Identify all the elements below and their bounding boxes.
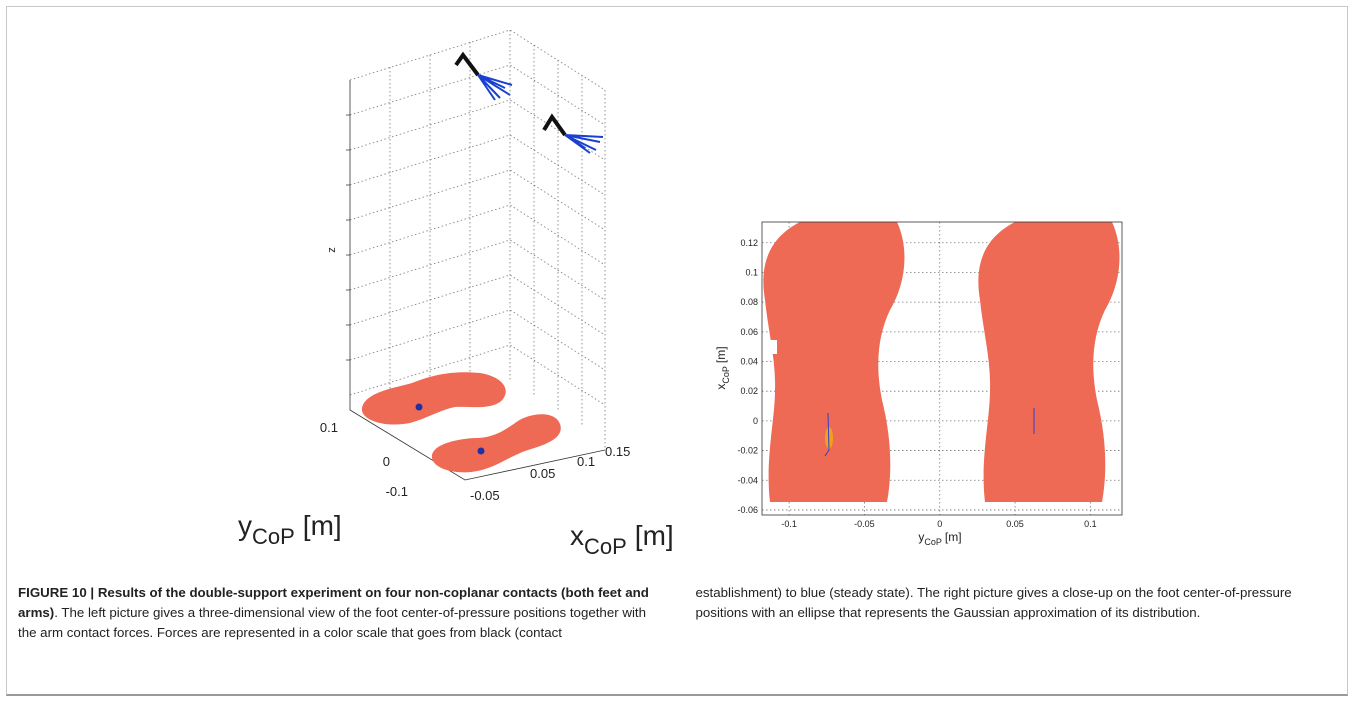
label-sub: CoP [252,524,295,549]
x-tick-label: 0.15 [605,444,630,459]
left-3d-grid [346,29,606,481]
left-feet [361,372,561,473]
sole-notch [769,340,777,354]
label-unit: [m] [303,510,342,541]
y-tick-label: 0.12 [740,238,758,248]
label-main: y [918,530,924,544]
right-plot: 0.12 0.1 0.08 0.06 0.04 0.02 0 -0.02 -0.04 -0.06 -… [737,221,1123,529]
caption-text: . The left picture gives a three-dimensi… [18,585,1292,640]
x-tick-label: 0 [937,519,942,529]
x-tick-label: 0.1 [1084,519,1097,529]
x-tick-label: 0.05 [530,466,555,481]
sole-notch [1104,340,1112,354]
z-axis-label: z [326,247,338,253]
y-tick-label: -0.06 [737,505,758,515]
label-main: y [238,510,252,541]
label-sub: CoP [924,537,942,547]
label-main: x [714,384,728,390]
label-unit: [m] [635,520,674,551]
left-y-label: yCoP [m] [238,510,342,549]
x-tick-label: -0.05 [470,488,500,503]
label-unit: [m] [945,530,962,544]
x-tick-label: 0.05 [1006,519,1024,529]
figure-frame [6,6,1348,696]
left-arm-forces [454,51,604,154]
y-tick-label: 0.08 [740,297,758,307]
cop-trace [824,408,1035,457]
y-tick-label: -0.1 [386,484,408,499]
y-tick-label: 0.02 [740,386,758,396]
y-tick-label: 0.04 [740,357,758,367]
left-foot [763,222,905,502]
y-tick-label: 0.06 [740,327,758,337]
left-ticks: 0.1 0 -0.1 -0.05 0.05 0.1 0.15 [320,420,630,503]
label-main: x [570,520,584,551]
y-tick-label: -0.04 [737,475,758,485]
right-x-label: yCoP [m] [918,530,961,547]
left-x-label: xCoP [m] [570,520,674,559]
y-tick-label: -0.02 [737,446,758,456]
x-tick-label: -0.1 [781,519,797,529]
x-tick-label: 0.1 [577,454,595,469]
right-foot [978,222,1120,502]
caption: FIGURE 10 | Results of the double-suppor… [18,583,1328,643]
caption-bold: FIGURE 10 | Results of the double-suppor… [18,585,649,620]
right-y-label: xCoP [m] [714,346,731,389]
x-tick-label: -0.05 [854,519,875,529]
y-tick-label: 0 [753,416,758,426]
label-sub: CoP [721,366,731,384]
axes-box [761,221,1123,516]
y-tick-label: 0 [383,454,390,469]
label-sub: CoP [584,534,627,559]
y-tick-label: 0.1 [745,267,758,277]
label-unit: [m] [714,346,728,363]
figure: z 0.10-0.1 -0.050.050.10.15 yCoP [m] xCoP[… [238,29,1123,559]
y-tick-label: 0.1 [320,420,338,435]
